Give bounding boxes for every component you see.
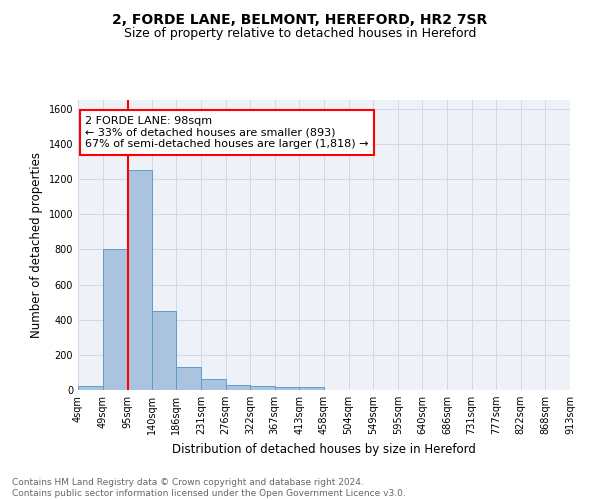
Text: Size of property relative to detached houses in Hereford: Size of property relative to detached ho… — [124, 28, 476, 40]
Bar — [176, 367, 201, 390]
Bar — [152, 311, 176, 390]
Bar — [299, 387, 324, 390]
Bar — [201, 378, 226, 390]
Text: Contains HM Land Registry data © Crown copyright and database right 2024.
Contai: Contains HM Land Registry data © Crown c… — [12, 478, 406, 498]
Bar — [250, 386, 275, 390]
Bar — [226, 385, 250, 390]
Bar — [127, 170, 152, 390]
Bar — [78, 386, 103, 390]
Bar — [103, 250, 127, 390]
Text: 2, FORDE LANE, BELMONT, HEREFORD, HR2 7SR: 2, FORDE LANE, BELMONT, HEREFORD, HR2 7S… — [112, 12, 488, 26]
Text: 2 FORDE LANE: 98sqm
← 33% of detached houses are smaller (893)
67% of semi-detac: 2 FORDE LANE: 98sqm ← 33% of detached ho… — [85, 116, 369, 149]
X-axis label: Distribution of detached houses by size in Hereford: Distribution of detached houses by size … — [172, 442, 476, 456]
Bar — [275, 388, 299, 390]
Y-axis label: Number of detached properties: Number of detached properties — [30, 152, 43, 338]
